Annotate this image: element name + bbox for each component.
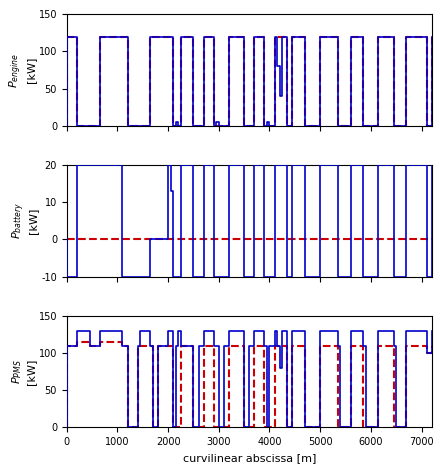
Y-axis label: $P_{battery}$
[kW]: $P_{battery}$ [kW]: [11, 202, 39, 239]
X-axis label: curvilinear abscissa [m]: curvilinear abscissa [m]: [182, 453, 316, 463]
Y-axis label: $P_{PMS}$
[kW]: $P_{PMS}$ [kW]: [10, 359, 36, 385]
Y-axis label: $P_{engine}$
[kW]: $P_{engine}$ [kW]: [8, 53, 36, 87]
